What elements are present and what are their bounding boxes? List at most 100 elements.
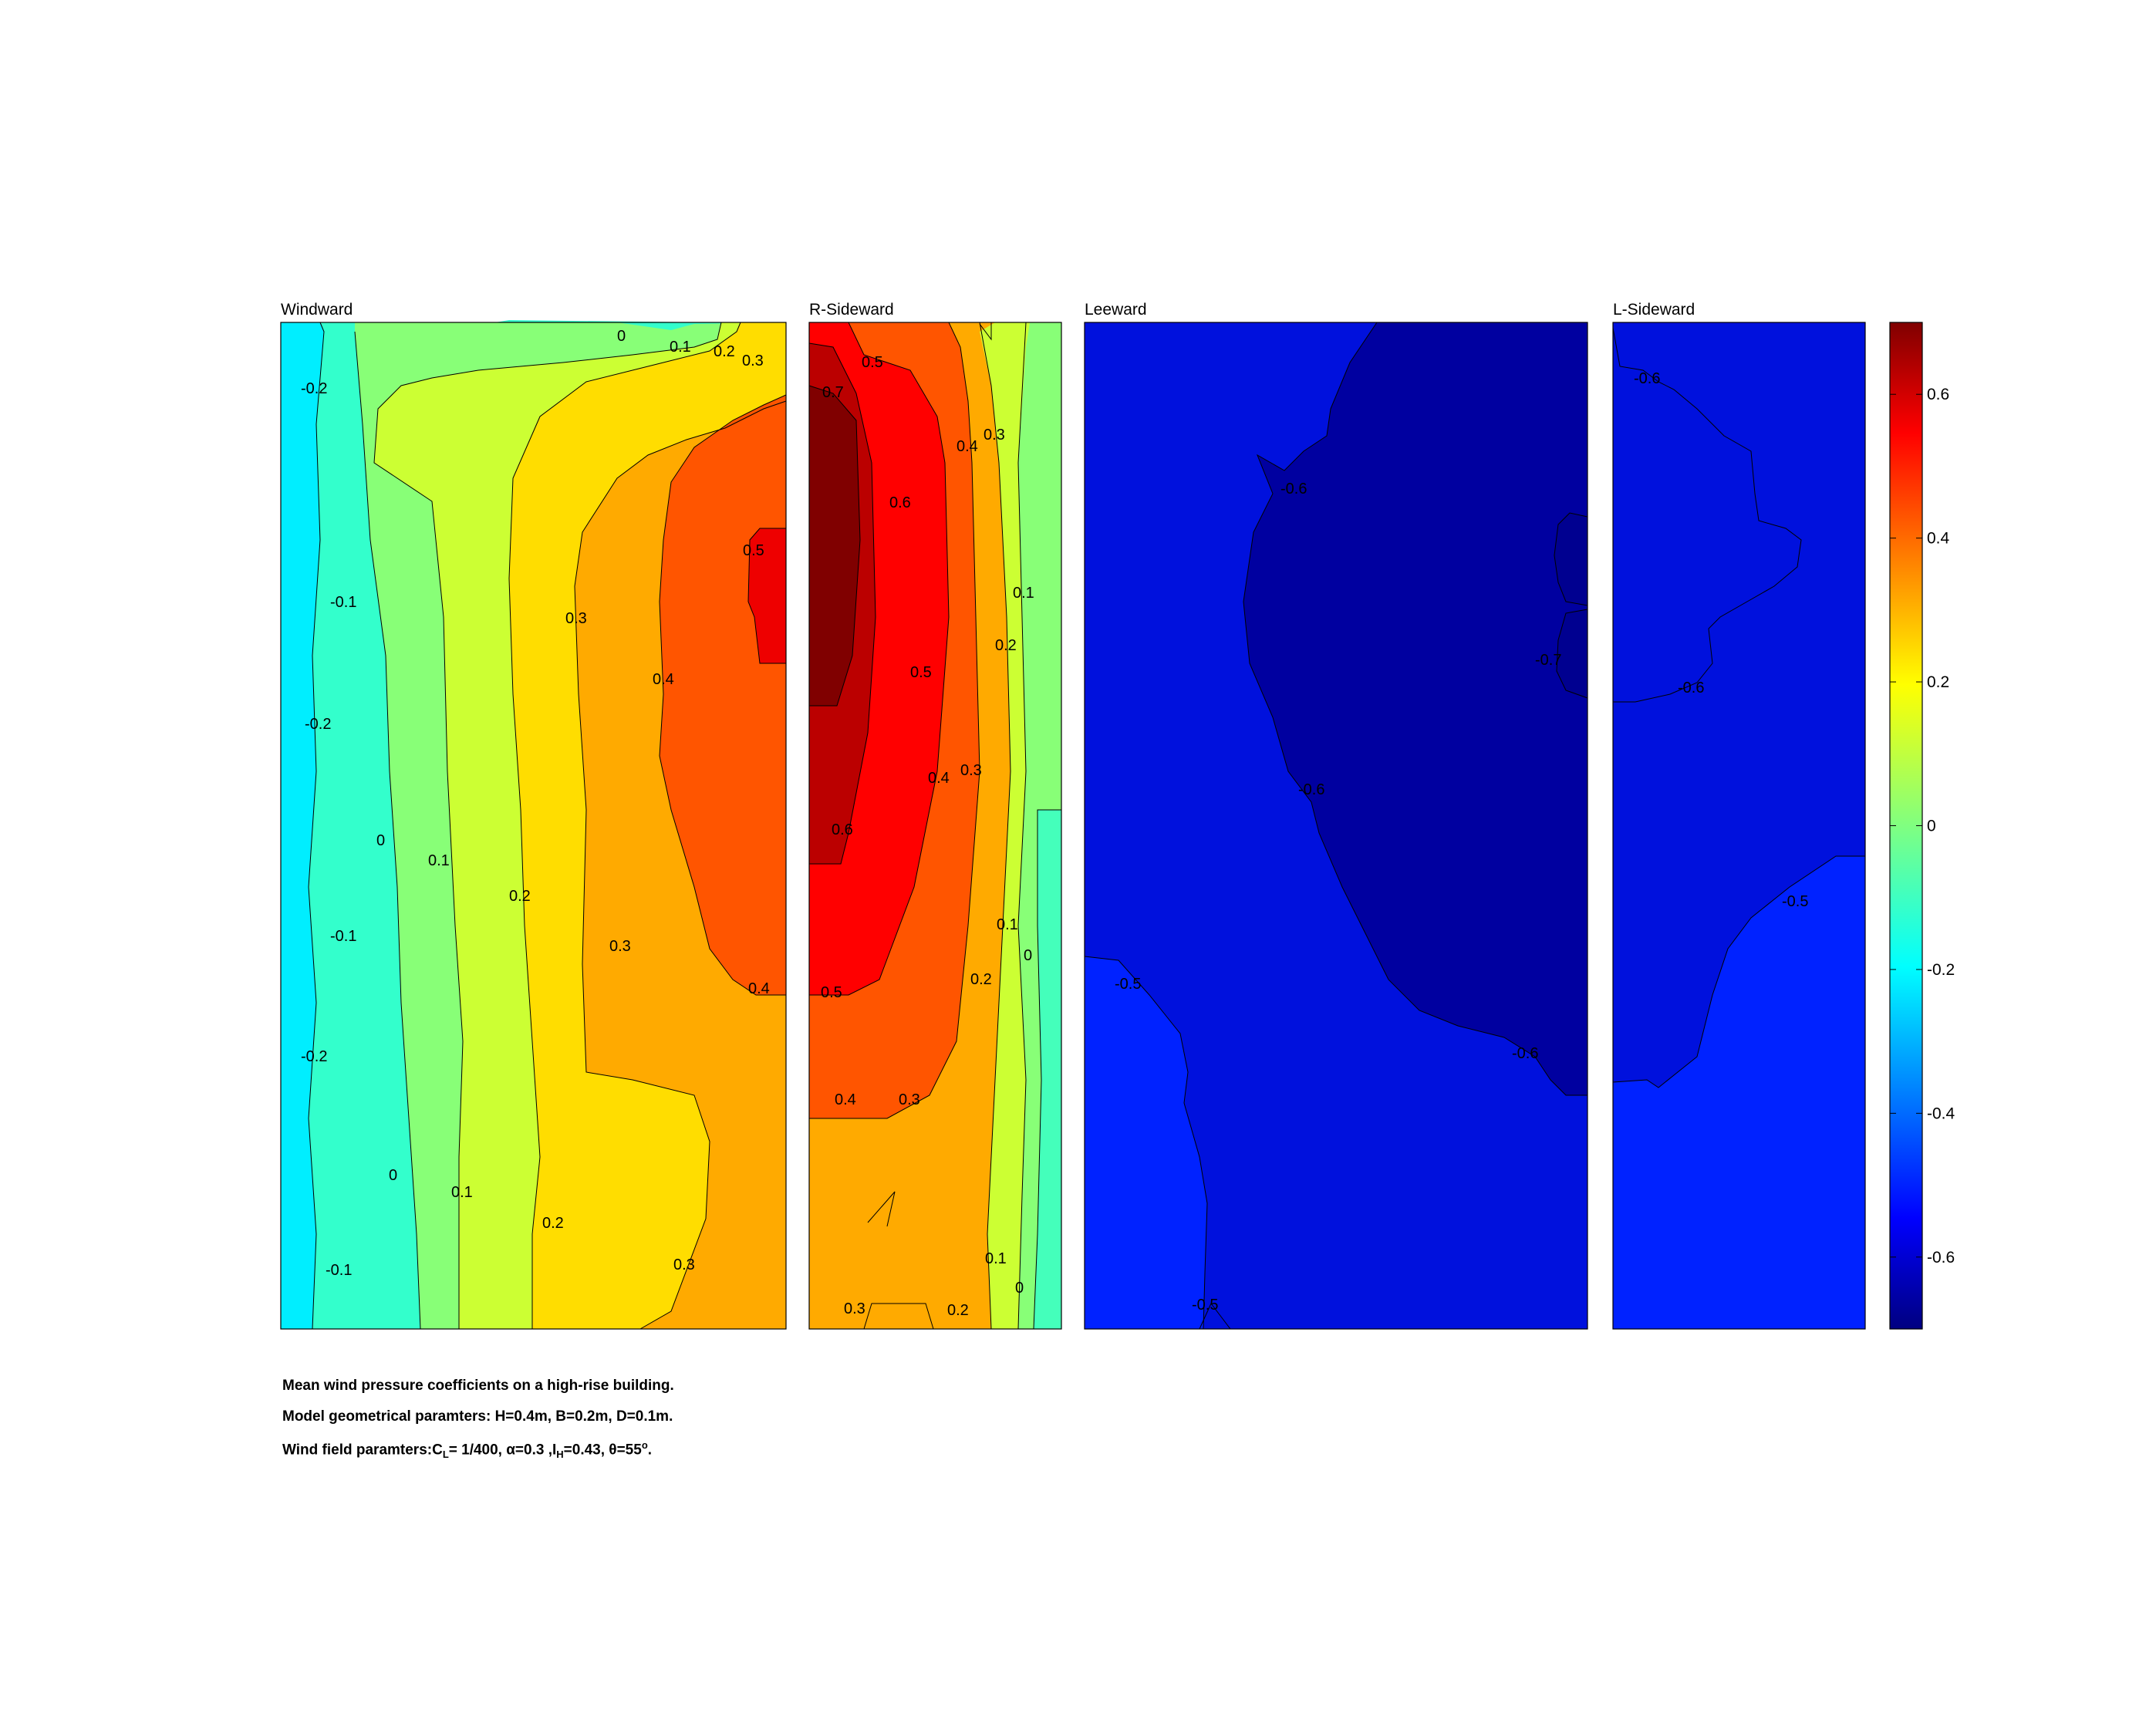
r-sideward-clabel: 0.4 <box>957 438 978 455</box>
windward-clabel: 0.2 <box>542 1215 564 1232</box>
windward-clabel: 0.1 <box>428 852 450 869</box>
r-sideward-panel: R-Sideward 0.5 0.7 0.4 <box>808 301 1062 1330</box>
windward-contour-labels: -0.2 0 0.1 0.2 0.3 0.5 -0.1 0.3 0.4 -0.2… <box>301 328 770 1279</box>
leeward-band-1 <box>1085 956 1207 1329</box>
windward-clabel: 0.4 <box>653 671 674 688</box>
colorbar-ticks: 0.6 0.4 0.2 0 -0.2 -0.4 -0.6 <box>1890 386 1955 1266</box>
l-sideward-contour-line <box>1612 855 1865 1088</box>
caption-ih-value: =0.43, θ=55 <box>563 1442 642 1459</box>
l-sideward-contour-line <box>1612 327 1802 703</box>
r-sideward-clabel: 0.2 <box>970 971 992 988</box>
windward-clabel: 0.1 <box>451 1184 473 1201</box>
windward-clabel: -0.2 <box>301 380 327 397</box>
windward-contour-lines <box>308 322 787 1330</box>
colorbar-tick-label: -0.4 <box>1927 1105 1955 1122</box>
r-sideward-clabel: 0.5 <box>862 354 883 371</box>
r-sideward-clabel: 0.3 <box>899 1091 920 1108</box>
leeward-clabel: -0.6 <box>1512 1045 1538 1062</box>
caption-line-3: Wind field paramters:CL= 1/400, α=0.3 ,I… <box>282 1439 652 1460</box>
windward-contour-line <box>373 322 722 1329</box>
windward-clabel: 0.5 <box>743 542 764 559</box>
r-sideward-contour-line <box>809 322 980 1119</box>
windward-contour-line <box>308 322 325 1330</box>
windward-title: Windward <box>281 301 353 319</box>
r-sideward-bands <box>809 322 1061 1329</box>
colorbar-tick-label: -0.6 <box>1927 1249 1955 1266</box>
windward-clabel: -0.2 <box>301 1048 327 1065</box>
r-sideward-contour-lines <box>808 322 1061 1330</box>
l-sideward-contour-labels: -0.6 -0.6 -0.5 <box>1634 370 1808 910</box>
windward-clabel: 0.4 <box>748 980 770 997</box>
leeward-contour-lines <box>1084 322 1588 1330</box>
windward-clabel: 0 <box>389 1167 397 1184</box>
leeward-title: Leeward <box>1085 301 1147 319</box>
windward-clabel: -0.1 <box>330 928 356 945</box>
leeward-contour-line <box>1554 512 1588 606</box>
r-sideward-clabel: 0.2 <box>995 637 1017 654</box>
leeward-clabel: -0.7 <box>1535 652 1561 669</box>
r-sideward-contour-line <box>1017 322 1027 1330</box>
r-sideward-contour-line <box>979 322 1011 1330</box>
leeward-clabel: -0.6 <box>1280 481 1307 497</box>
r-sideward-clabel: 0 <box>1024 947 1032 964</box>
windward-contour-line <box>659 394 787 996</box>
caption-degree-superscript: o <box>641 1439 648 1451</box>
r-sideward-contour-line <box>1033 809 1061 1330</box>
r-sideward-clabel: 0.1 <box>997 916 1018 933</box>
windward-clabel: -0.1 <box>330 594 356 611</box>
r-sideward-frame <box>808 322 1062 1330</box>
windward-clabel: 0.3 <box>742 352 764 369</box>
leeward-contour-line <box>1243 322 1587 1096</box>
l-sideward-panel: L-Sideward -0.6 -0.6 -0.5 <box>1612 301 1866 1330</box>
l-sideward-clabel: -0.6 <box>1634 370 1660 387</box>
colorbar-tick-label: 0.6 <box>1927 386 1949 403</box>
windward-clabel: 0.3 <box>609 938 631 955</box>
r-sideward-contour-labels: 0.5 0.7 0.4 0.3 0.6 0.1 0.2 0.5 0.4 0.3 … <box>821 354 1034 1319</box>
caption-cl-value: = 1/400, α=0.3 ,I <box>448 1442 557 1459</box>
windward-panel: Windward -0.2 0 0.1 0.2 0.3 0 <box>280 301 787 1330</box>
windward-contour-line <box>508 322 741 1329</box>
leeward-clabel: -0.5 <box>1115 976 1141 993</box>
leeward-band-3 <box>1554 513 1587 698</box>
l-sideward-frame <box>1612 322 1866 1330</box>
leeward-contour-line <box>1084 956 1208 1330</box>
r-sideward-clabel: 0.2 <box>947 1302 969 1319</box>
windward-clabel: 0.3 <box>565 610 587 627</box>
leeward-frame <box>1084 322 1588 1330</box>
colorbar-tick-label: 0.4 <box>1927 530 1950 548</box>
colorbar: 0.6 0.4 0.2 0 -0.2 -0.4 -0.6 <box>1889 322 1955 1330</box>
r-sideward-clabel: 0.3 <box>844 1300 865 1317</box>
windward-clabel: -0.2 <box>305 716 331 733</box>
leeward-contour-labels: -0.6 -0.7 -0.6 -0.5 -0.6 -0.5 <box>1115 481 1561 1314</box>
leeward-contour-line <box>1556 609 1588 699</box>
r-sideward-band-7 <box>1034 810 1061 1329</box>
r-sideward-clabel: 0.1 <box>985 1250 1007 1267</box>
leeward-band-2 <box>1243 322 1587 1095</box>
r-sideward-clabel: 0.7 <box>822 384 844 401</box>
windward-bands <box>281 320 786 1329</box>
r-sideward-contour-line <box>809 322 950 996</box>
r-sideward-clabel: 0.3 <box>960 762 982 779</box>
r-sideward-clabel: 0.1 <box>1013 585 1034 602</box>
r-sideward-clabel: 0.6 <box>832 821 853 838</box>
l-sideward-bands <box>1613 322 1865 1329</box>
l-sideward-title: L-Sideward <box>1613 301 1695 319</box>
r-sideward-clabel: 0.4 <box>835 1091 856 1108</box>
l-sideward-clabel: -0.6 <box>1678 680 1704 696</box>
caption-line-2: Model geometrical paramters: H=0.4m, B=0… <box>282 1408 673 1425</box>
windward-band-7 <box>748 528 786 663</box>
r-sideward-contour-line <box>867 1191 896 1227</box>
colorbar-tick-label: 0 <box>1927 818 1936 835</box>
l-sideward-band-1 <box>1613 856 1865 1329</box>
leeward-contour-line <box>1199 1303 1231 1330</box>
r-sideward-clabel: 0.4 <box>928 770 950 787</box>
windward-contour-line <box>574 400 787 1330</box>
caption-end: . <box>647 1442 653 1459</box>
windward-clabel: 0.2 <box>509 888 531 905</box>
windward-clabel: 0 <box>617 328 626 345</box>
windward-contour-line <box>354 331 421 1330</box>
leeward-clabel: -0.6 <box>1298 781 1324 798</box>
l-sideward-clabel: -0.5 <box>1782 893 1808 910</box>
windward-contour-line <box>747 528 786 664</box>
